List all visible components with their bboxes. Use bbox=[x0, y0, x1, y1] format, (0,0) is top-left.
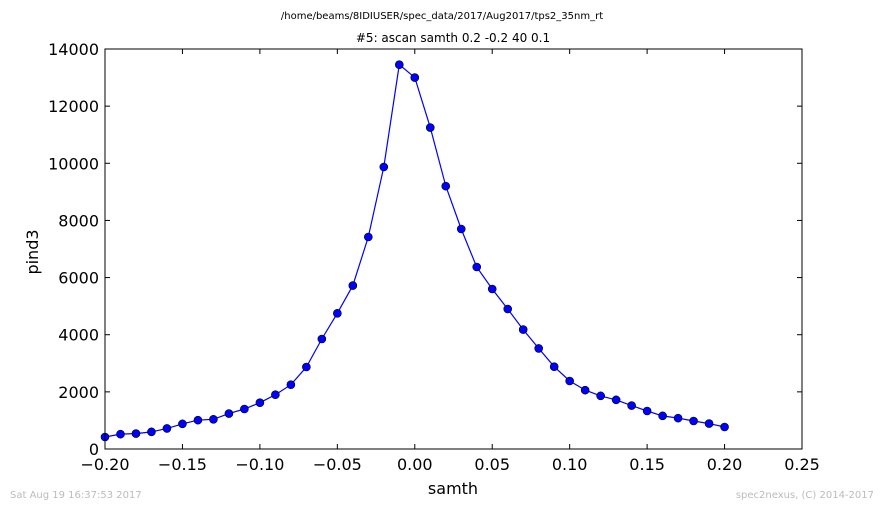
data-point bbox=[224, 409, 234, 418]
x-tick-label: −0.20 bbox=[80, 455, 129, 474]
data-point bbox=[503, 304, 513, 314]
data-point bbox=[379, 162, 389, 172]
data-point bbox=[131, 429, 141, 438]
data-point bbox=[642, 406, 652, 416]
data-point bbox=[425, 123, 435, 132]
plot-area: −0.20 −0.15 −0.10 −0.05 0.00 0.05 0.10 0.15 0.20… bbox=[48, 40, 820, 474]
data-point bbox=[394, 60, 404, 70]
x-axis: −0.20 −0.15 −0.10 −0.05 0.00 0.05 0.10 0.15 0.20… bbox=[80, 49, 820, 474]
series-marks bbox=[100, 60, 729, 442]
chart-title: #5: ascan samth 0.2 -0.2 40 0.1 bbox=[356, 31, 550, 45]
y-tick-label: 10000 bbox=[48, 154, 99, 173]
data-point bbox=[317, 334, 327, 344]
data-point bbox=[673, 413, 683, 423]
x-tick-label: 0.15 bbox=[629, 455, 665, 474]
x-axis-label: samth bbox=[428, 479, 478, 498]
series-line bbox=[104, 63, 725, 438]
data-point bbox=[456, 224, 466, 234]
data-point bbox=[162, 424, 172, 433]
data-point bbox=[472, 262, 482, 272]
file-path-header: /home/beams/8IDIUSER/spec_data/2017/Aug2… bbox=[281, 11, 603, 22]
y-tick-label: 0 bbox=[89, 440, 99, 459]
data-point bbox=[565, 376, 574, 386]
data-point bbox=[658, 411, 667, 421]
x-tick-label: 0.20 bbox=[707, 455, 743, 474]
y-tick-label: 14000 bbox=[48, 40, 99, 59]
data-point bbox=[302, 362, 311, 372]
data-point bbox=[147, 427, 156, 437]
data-point bbox=[518, 325, 528, 334]
x-tick-label: −0.10 bbox=[235, 455, 284, 474]
plot-frame bbox=[104, 48, 803, 450]
data-point bbox=[487, 284, 497, 294]
y-tick-label: 6000 bbox=[58, 269, 99, 288]
data-point bbox=[534, 344, 543, 353]
y-tick-label: 4000 bbox=[58, 326, 99, 345]
data-point bbox=[178, 419, 187, 429]
data-point bbox=[116, 429, 125, 439]
data-point bbox=[611, 395, 621, 405]
data-point bbox=[596, 391, 605, 401]
x-tick-label: −0.05 bbox=[313, 455, 362, 474]
x-tick-label: −0.15 bbox=[158, 455, 207, 474]
y-tick-label: 12000 bbox=[48, 97, 99, 116]
data-point bbox=[240, 404, 249, 414]
x-tick-label: 0.00 bbox=[397, 455, 433, 474]
data-point bbox=[193, 415, 203, 425]
data-point bbox=[689, 416, 698, 426]
data-point bbox=[348, 281, 358, 290]
data-point bbox=[255, 398, 265, 408]
data-point bbox=[286, 380, 296, 390]
x-tick-label: 0.10 bbox=[552, 455, 588, 474]
footer-timestamp: Sat Aug 19 16:37:53 2017 bbox=[10, 490, 142, 501]
data-point bbox=[580, 385, 590, 395]
data-point bbox=[441, 181, 451, 191]
data-point bbox=[627, 401, 636, 410]
x-tick-label: 0.25 bbox=[784, 455, 820, 474]
y-axis-label: pind3 bbox=[23, 229, 42, 274]
y-tick-label: 8000 bbox=[58, 211, 99, 230]
footer-credit: spec2nexus, (C) 2014-2017 bbox=[736, 490, 874, 501]
x-tick-label: 0.05 bbox=[474, 455, 510, 474]
y-axis: 0 2000 4000 6000 8000 10000 12000 14000 bbox=[48, 40, 802, 459]
data-point bbox=[333, 308, 342, 318]
data-point bbox=[549, 362, 559, 372]
data-point bbox=[410, 73, 420, 82]
data-point bbox=[271, 390, 280, 400]
data-point bbox=[720, 422, 729, 432]
data-point bbox=[209, 414, 218, 424]
data-point bbox=[364, 232, 373, 242]
y-tick-label: 2000 bbox=[58, 383, 99, 402]
data-point bbox=[704, 419, 714, 428]
